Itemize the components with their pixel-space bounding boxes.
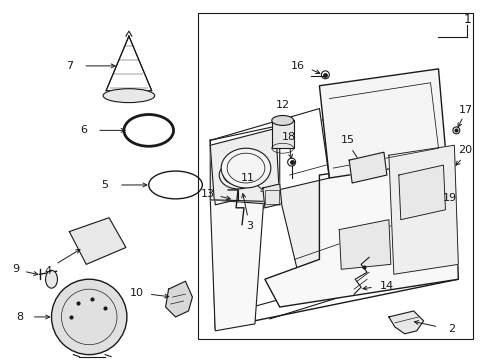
Text: 4: 4 (44, 266, 51, 276)
Bar (198, 13, 472, 339)
Polygon shape (388, 311, 423, 334)
Text: 3: 3 (246, 221, 253, 231)
Circle shape (51, 279, 127, 355)
Polygon shape (269, 121, 418, 279)
Text: 20: 20 (457, 145, 471, 155)
Text: 14: 14 (379, 281, 393, 291)
Text: 18: 18 (281, 132, 295, 142)
Ellipse shape (45, 270, 57, 288)
Polygon shape (339, 220, 390, 269)
Polygon shape (210, 125, 279, 205)
Polygon shape (69, 218, 126, 264)
Text: 6: 6 (80, 125, 86, 135)
Polygon shape (210, 129, 279, 202)
Bar (271, 121, 293, 148)
Polygon shape (348, 152, 386, 183)
Text: 15: 15 (341, 135, 354, 145)
Text: 9: 9 (12, 264, 20, 274)
Text: 5: 5 (102, 180, 108, 190)
Polygon shape (263, 184, 281, 208)
Text: 11: 11 (241, 173, 254, 183)
Text: 8: 8 (16, 312, 23, 322)
Ellipse shape (271, 116, 293, 125)
Text: 16: 16 (290, 61, 304, 71)
Text: 7: 7 (66, 61, 73, 71)
Ellipse shape (221, 148, 270, 188)
Text: 1: 1 (463, 13, 470, 26)
Text: 2: 2 (447, 324, 454, 334)
Polygon shape (210, 109, 328, 205)
Polygon shape (319, 69, 446, 178)
Polygon shape (388, 145, 457, 274)
Text: 10: 10 (130, 288, 143, 298)
Text: 12: 12 (275, 100, 289, 109)
Text: 19: 19 (442, 193, 455, 203)
Polygon shape (210, 185, 264, 331)
Polygon shape (264, 155, 457, 307)
Polygon shape (398, 165, 445, 220)
Text: 13: 13 (201, 189, 215, 199)
Text: 17: 17 (458, 104, 472, 114)
Bar (264, 190, 278, 204)
Polygon shape (210, 100, 457, 329)
Polygon shape (165, 281, 192, 317)
Ellipse shape (103, 89, 154, 103)
